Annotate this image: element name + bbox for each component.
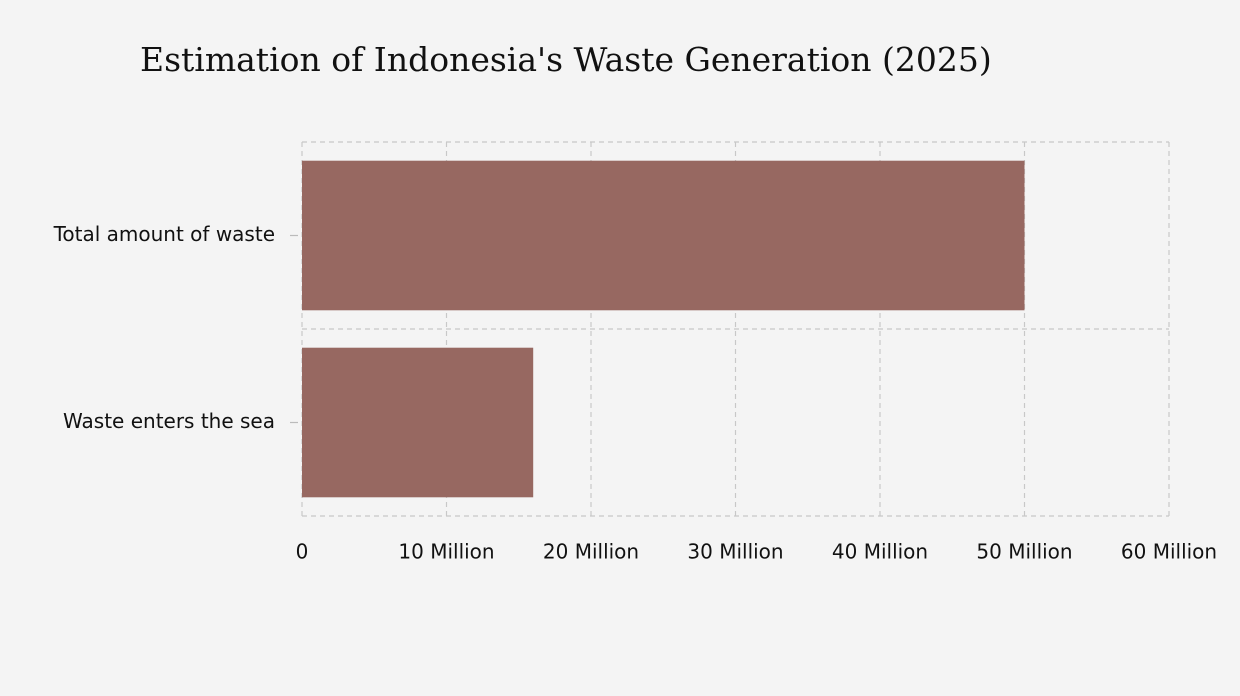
y-tick-label: Waste enters the sea <box>63 409 275 433</box>
x-tick-label: 0 <box>296 540 309 564</box>
x-tick-label: 30 Million <box>687 540 783 564</box>
x-tick-label: 50 Million <box>976 540 1072 564</box>
x-tick-label: 40 Million <box>832 540 928 564</box>
y-tick-label: Total amount of waste <box>53 222 275 246</box>
bar <box>302 347 534 498</box>
bar <box>302 160 1025 311</box>
chart-title: Estimation of Indonesia's Waste Generati… <box>140 40 992 79</box>
x-tick-label: 20 Million <box>543 540 639 564</box>
x-tick-label: 60 Million <box>1121 540 1217 564</box>
x-tick-label: 10 Million <box>398 540 494 564</box>
